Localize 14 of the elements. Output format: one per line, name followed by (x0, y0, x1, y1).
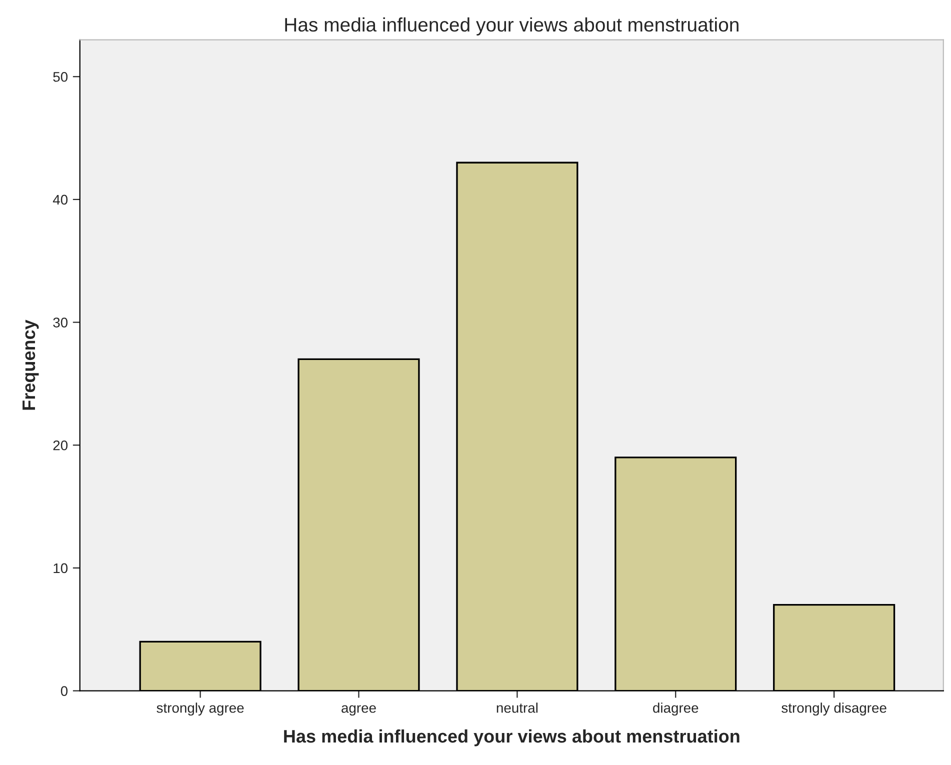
x-axis-title: Has media influenced your views about menstruation (284, 729, 740, 746)
y-tick-label: 0 (60, 686, 68, 696)
y-tick-label: 20 (53, 440, 68, 450)
x-tick-label: neutral (496, 702, 538, 713)
y-tick-label: 50 (53, 72, 68, 82)
x-tick-label: diagree (653, 702, 698, 716)
y-tick-label: 10 (54, 563, 68, 574)
x-tick-label: strongly disagree (782, 702, 886, 716)
x-tick-label: strongly agree (156, 702, 244, 716)
x-tick-label: agree (342, 705, 376, 716)
chart-title: Has media influenced your views about menstruation (285, 17, 738, 36)
y-tick-label: 40 (52, 194, 68, 205)
y-tick-label: 30 (53, 318, 68, 328)
y-axis-title: Frequency (22, 320, 39, 410)
